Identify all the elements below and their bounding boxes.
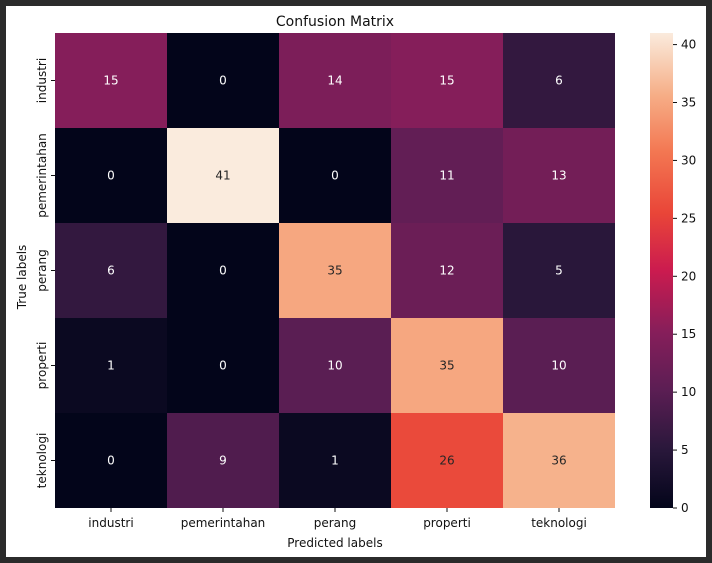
heatmap-cell — [279, 223, 391, 318]
cell-value-label: 1 — [107, 359, 115, 373]
heatmap-cell — [503, 128, 615, 223]
colorbar-tick-label: 25 — [681, 211, 696, 225]
heatmap-cell — [391, 33, 503, 128]
heatmap-cell — [167, 33, 279, 128]
cell-value-label: 5 — [555, 264, 563, 278]
cell-value-label: 35 — [439, 359, 454, 373]
cell-value-label: 6 — [107, 264, 115, 278]
y-tick-labels: industri pemerintahan perang properti teknol… — [35, 58, 55, 489]
cell-value-label: 6 — [555, 74, 563, 88]
x-tick-label: teknologi — [531, 516, 587, 530]
x-tick-labels: industri pemerintahan perang properti teknol… — [88, 508, 587, 530]
x-tick-label: pemerintahan — [181, 516, 266, 530]
cell-value-label: 10 — [551, 359, 566, 373]
x-tick-label: perang — [314, 516, 357, 530]
cell-value-label: 35 — [327, 264, 342, 278]
heatmap-cell — [391, 413, 503, 508]
cell-value-label: 13 — [551, 169, 566, 183]
y-axis-label: True labels — [15, 245, 29, 311]
y-tick-label: teknologi — [35, 433, 49, 489]
heatmap-cell — [279, 33, 391, 128]
heatmap-cell — [503, 413, 615, 508]
cell-value-label: 11 — [439, 169, 454, 183]
cell-value-label: 0 — [331, 169, 339, 183]
confusion-matrix-chart: Confusion Matrix 15 0 14 15 60 41 0 11 136 0 35 12 5… — [15, 14, 696, 550]
heatmap-cell — [167, 223, 279, 318]
heatmap-cell — [55, 318, 167, 413]
heatmap-cell — [55, 33, 167, 128]
heatmap-cell — [503, 223, 615, 318]
cell-value-label: 1 — [331, 454, 339, 468]
chart-frame: Confusion Matrix 15 0 14 15 6 0 41 0 11 13 6 0 35 12 5… — [6, 6, 706, 557]
heatmap-cell — [279, 318, 391, 413]
cell-value-label: 12 — [439, 264, 454, 278]
cell-value-label: 15 — [439, 74, 454, 88]
chart-title: Confusion Matrix — [276, 14, 394, 30]
cell-value-label: 0 — [219, 359, 227, 373]
cell-value-label: 0 — [219, 74, 227, 88]
heatmap-cell — [391, 318, 503, 413]
heatmap-cell — [279, 413, 391, 508]
heatmap-cell — [55, 413, 167, 508]
y-tick-label: industri — [35, 58, 49, 103]
colorbar-tick-label: 15 — [681, 327, 696, 341]
colorbar-tick-label: 35 — [681, 96, 696, 110]
heatmap-cell — [503, 33, 615, 128]
cell-value-label: 41 — [215, 169, 230, 183]
colorbar-tick-label: 10 — [681, 385, 696, 399]
heatmap-cell — [279, 128, 391, 223]
x-axis-label: Predicted labels — [287, 536, 382, 550]
cell-value-label: 15 — [103, 74, 118, 88]
colorbar-tick-label: 20 — [681, 269, 696, 283]
colorbar-ticks: 0 5 10 15 20 25 30 35 40 — [673, 38, 696, 515]
heatmap-cell — [55, 128, 167, 223]
cell-value-label: 0 — [107, 169, 115, 183]
x-tick-label: properti — [423, 516, 471, 530]
y-tick-label: pemerintahan — [35, 133, 49, 218]
heatmap-cell — [167, 413, 279, 508]
x-tick-label: industri — [88, 516, 133, 530]
heatmap-cells: 15 0 14 15 60 41 0 11 136 0 35 12 51 0 10 35 100 9 1 26 36 — [55, 33, 615, 508]
cell-value-label: 9 — [219, 454, 227, 468]
colorbar — [650, 33, 673, 508]
colorbar-tick-label: 40 — [681, 38, 696, 52]
heatmap-cell — [391, 128, 503, 223]
colorbar-tick-label: 0 — [681, 501, 689, 515]
colorbar-tick-label: 5 — [681, 443, 689, 457]
cell-value-label: 36 — [551, 454, 566, 468]
y-tick-label: properti — [35, 342, 49, 390]
cell-value-label: 0 — [107, 454, 115, 468]
y-tick-label: perang — [35, 249, 49, 292]
heatmap-cell — [503, 318, 615, 413]
cell-value-label: 26 — [439, 454, 454, 468]
heatmap-cell — [391, 223, 503, 318]
heatmap-cell — [55, 223, 167, 318]
colorbar-tick-label: 30 — [681, 153, 696, 167]
heatmap-cell — [167, 128, 279, 223]
cell-value-label: 0 — [219, 264, 227, 278]
heatmap-cell — [167, 318, 279, 413]
cell-value-label: 14 — [327, 74, 342, 88]
cell-value-label: 10 — [327, 359, 342, 373]
